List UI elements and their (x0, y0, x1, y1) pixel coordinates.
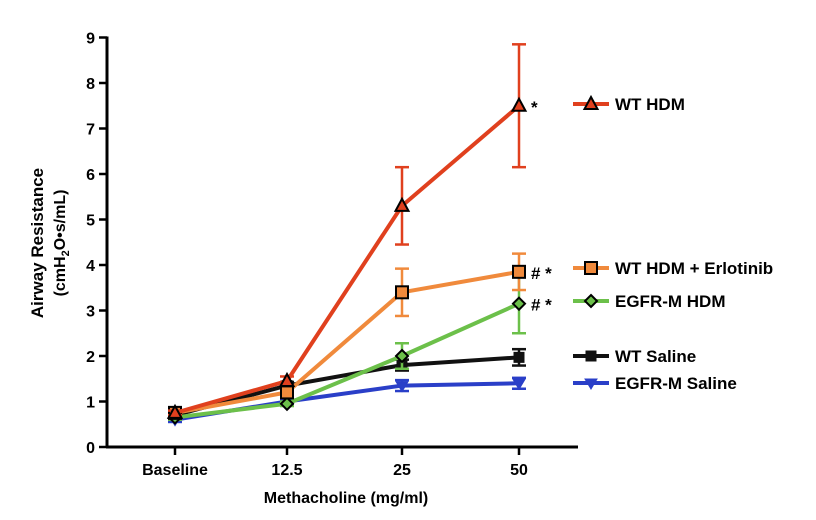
y-tick-label: 2 (86, 349, 95, 366)
data-point (512, 264, 526, 279)
legend-label: WT Saline (615, 347, 696, 366)
legend-label: WT HDM (615, 95, 685, 114)
y-tick-label: 9 (86, 31, 95, 48)
legend-item-wt-hdm-erlotinib: WT HDM + Erlotinib (573, 259, 773, 278)
y-tick-label: 8 (86, 76, 95, 93)
legend-item-wt-hdm: WT HDM (573, 94, 685, 114)
data-point (278, 371, 296, 388)
data-point (393, 196, 411, 212)
x-tick-label: 25 (393, 462, 411, 479)
series-wt-hdm-erlotinib: # * (168, 252, 552, 420)
data-point (511, 296, 527, 312)
data-point (395, 381, 409, 393)
significance-annotation: * (531, 98, 538, 117)
data-point (280, 385, 294, 400)
legend-item-wt-saline: WT Saline (573, 347, 696, 366)
legend-marker (584, 261, 598, 275)
data-point (279, 396, 295, 412)
y-tick-label: 5 (86, 213, 95, 230)
significance-annotation: # * (531, 264, 552, 283)
y-tick-label: 3 (86, 304, 95, 321)
y-axis-label-unit: (cmH2O•s/mL) (52, 190, 72, 297)
data-point (166, 403, 184, 419)
y-tick-label: 6 (86, 167, 95, 184)
series-line (174, 301, 520, 420)
legend-marker (585, 350, 597, 362)
legend-marker (582, 94, 600, 110)
y-axis-label: Airway Resistance (cmH2O•s/mL) (28, 168, 72, 318)
data-point (513, 351, 525, 363)
data-point (510, 96, 528, 112)
y-tick-label: 7 (86, 122, 95, 139)
legend-label: EGFR-M Saline (615, 374, 737, 393)
series-line (174, 355, 520, 418)
axes: 0 1 2 3 4 5 6 7 8 9 Baseline 12.5 25 50 (86, 31, 578, 479)
series-wt-hdm: * (166, 43, 538, 419)
series-line (174, 104, 521, 415)
legend-marker (584, 378, 598, 390)
y-tick-label: 1 (86, 395, 95, 412)
x-tick-label: 50 (510, 462, 528, 479)
y-tick-label: 4 (86, 258, 95, 275)
significance-annotation: # * (531, 296, 552, 315)
y-tick-label: 0 (86, 440, 95, 457)
data-point (395, 285, 409, 300)
data-point (394, 348, 410, 364)
legend-label: EGFR-M HDM (615, 292, 725, 311)
x-tick-label: 12.5 (271, 462, 302, 479)
legend-label: WT HDM + Erlotinib (615, 259, 773, 278)
x-tick-label: Baseline (142, 462, 208, 479)
series-line (174, 269, 520, 415)
x-axis-label: Methacholine (mg/ml) (264, 490, 428, 507)
legend-item-egfr-m-hdm: EGFR-M HDM (573, 292, 725, 311)
y-axis-label-main: Airway Resistance (28, 168, 47, 318)
data-point (512, 378, 526, 391)
series-layer: # * # * * (166, 43, 552, 427)
legend-marker (583, 293, 599, 309)
legend-item-egfr-m-saline: EGFR-M Saline (573, 374, 737, 393)
legend: WT HDM WT HDM + Erlotinib EGFR-M HDM WT Sal… (573, 94, 773, 393)
